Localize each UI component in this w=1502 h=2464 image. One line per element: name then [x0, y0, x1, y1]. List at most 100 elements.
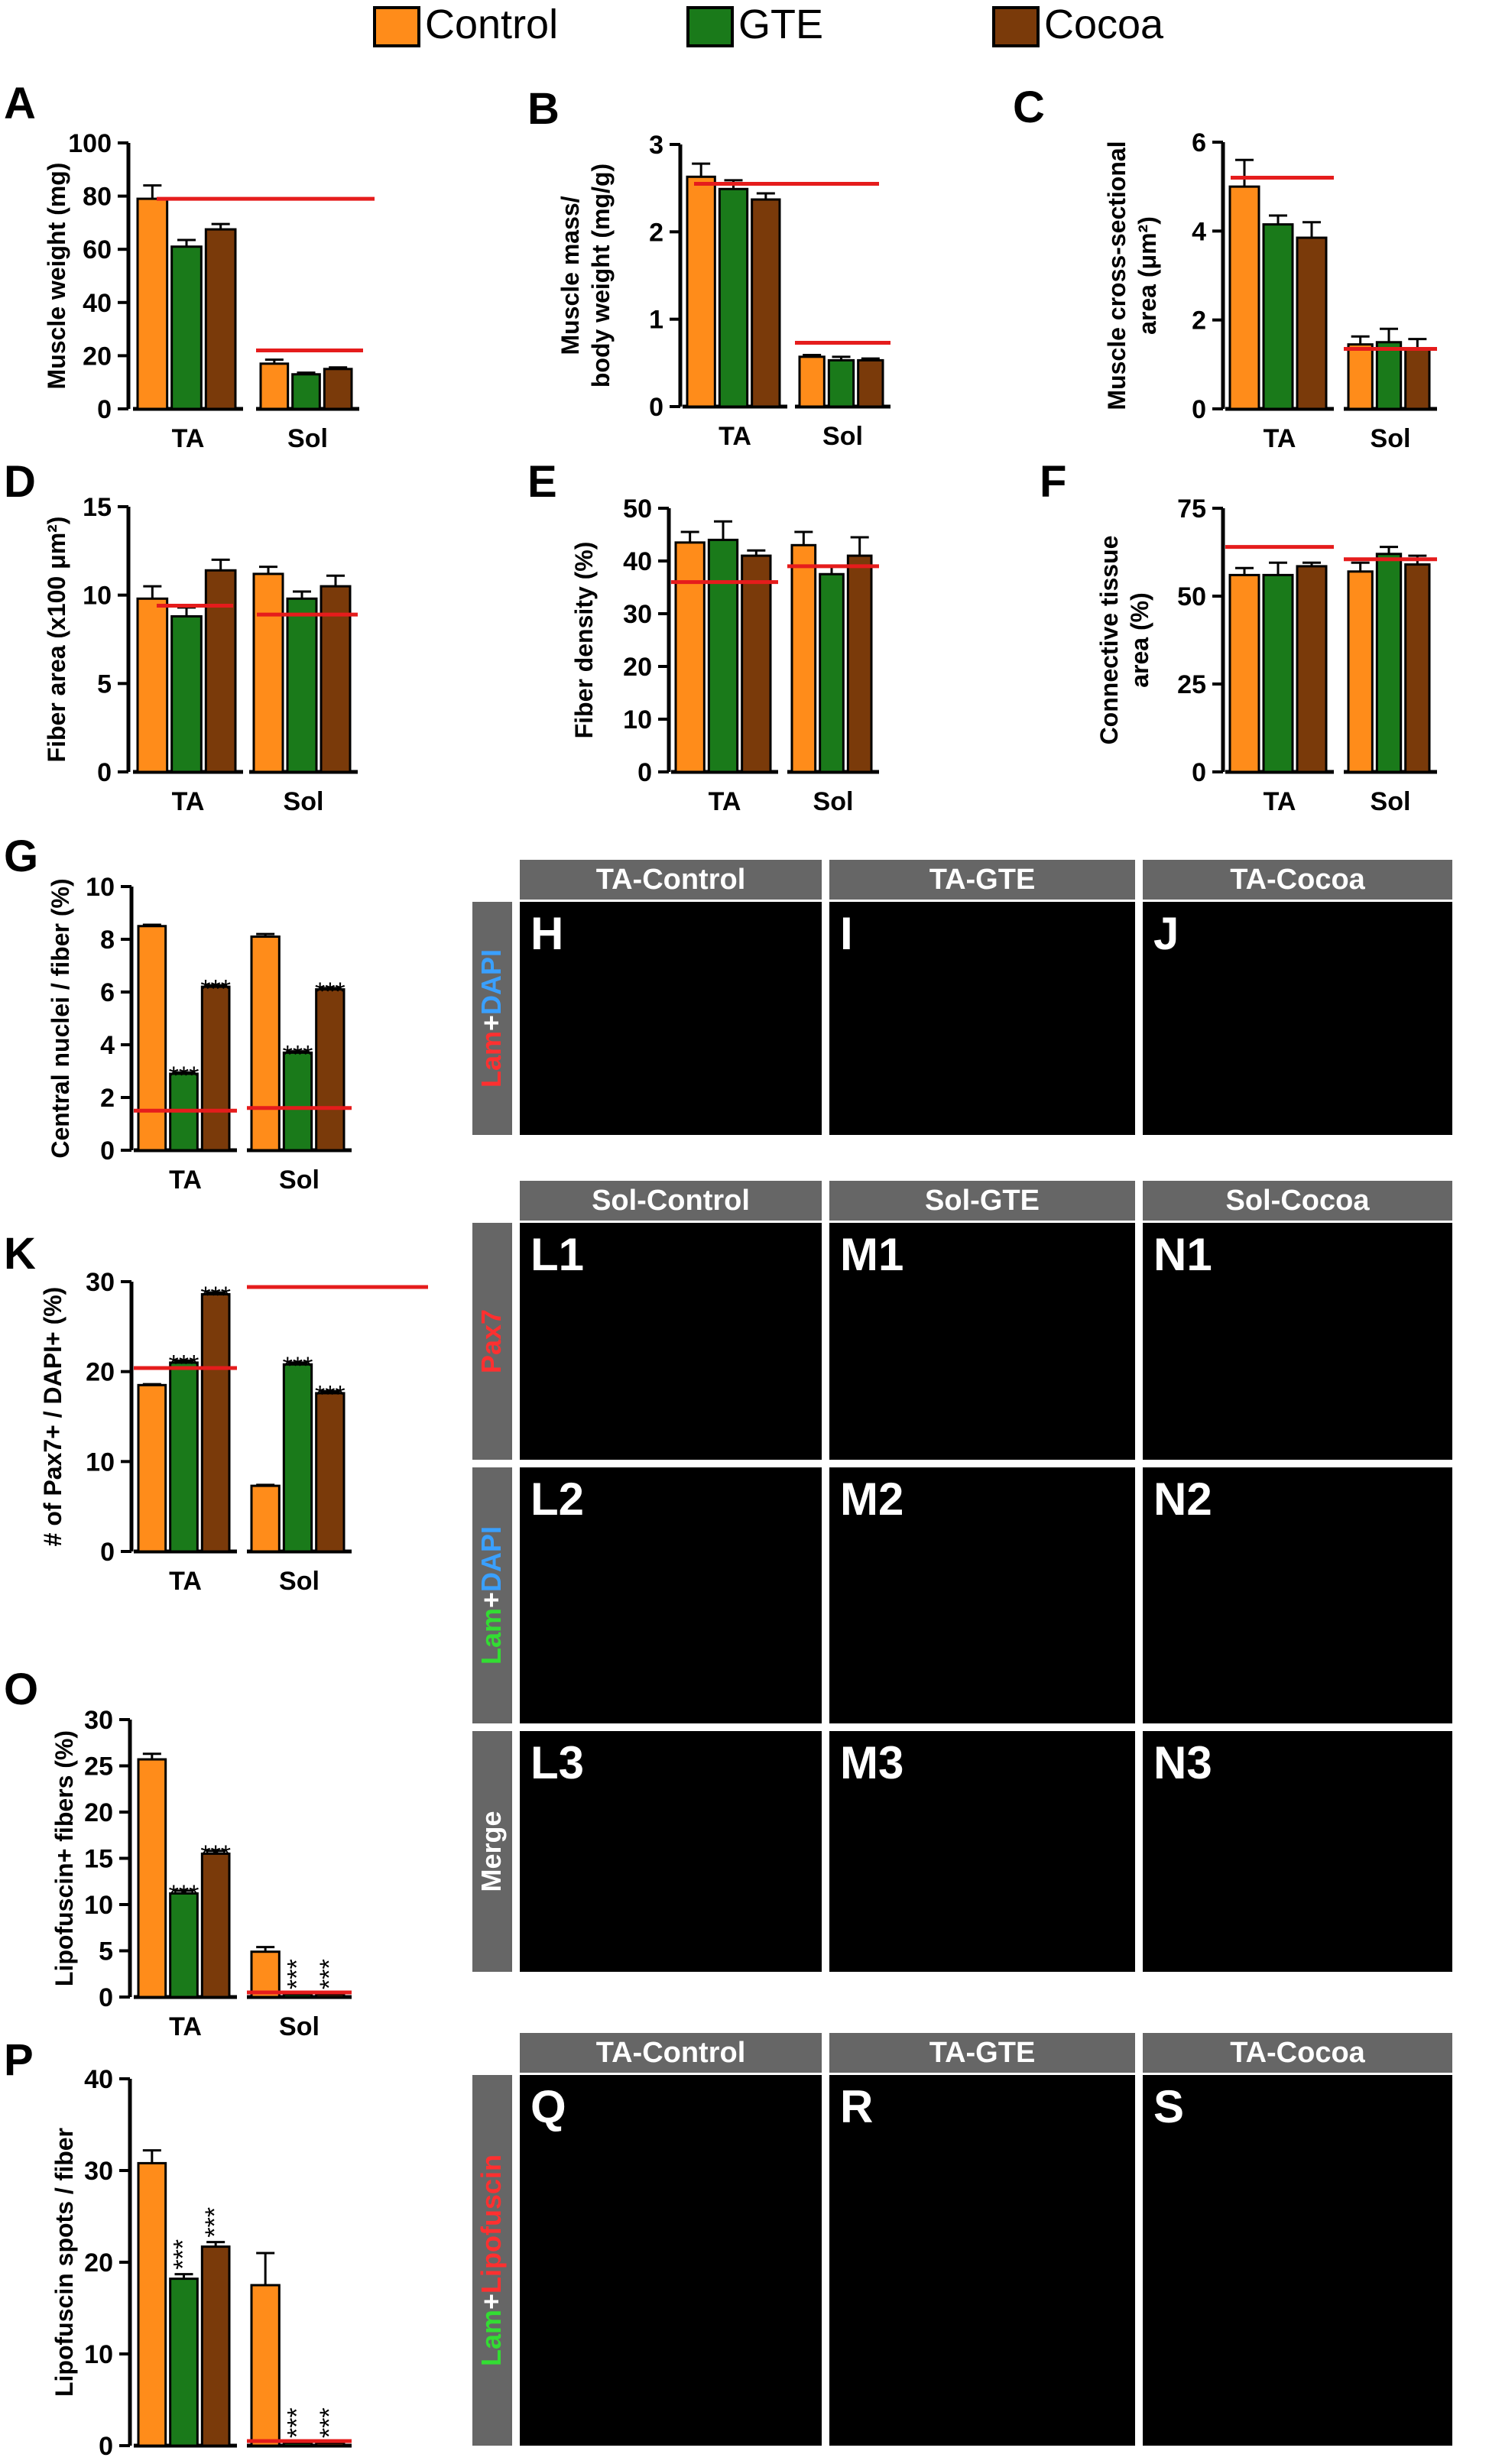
y-tick-label: 0: [100, 1538, 115, 1567]
y-tick-label: 0: [99, 1983, 113, 2012]
panel-label: P: [4, 2035, 34, 2085]
row-header-part: Lipofuscin: [475, 2154, 507, 2294]
bar-ta-cocoa: [1296, 565, 1328, 773]
column-header: [1143, 1181, 1452, 1221]
column-header-label: TA-Cocoa: [1230, 2037, 1365, 2069]
legend-swatch: [686, 6, 734, 47]
y-axis-label: Muscle weight (mg): [43, 163, 70, 390]
y-axis-label: Fiber area (x100 μm²): [43, 517, 70, 763]
micrograph-panel-label: H: [530, 908, 563, 959]
column-header-label: TA-Control: [596, 2037, 746, 2069]
bar-sol-cocoa: [320, 585, 352, 773]
bar-sol-gte: [819, 572, 845, 773]
x-tick-label: Sol: [279, 1567, 320, 1596]
chart-D: D 0 5 10 15 Fiber area (x100 μm²) TA Sol: [4, 457, 358, 816]
bar-sol-cocoa: [846, 554, 873, 773]
column-header: [1143, 2033, 1452, 2073]
y-axis-label-line: Fiber density (%): [570, 542, 598, 739]
y-tick-label: 10: [623, 705, 652, 734]
x-tick-label: Sol: [813, 787, 854, 816]
x-tick-label: Sol: [279, 2461, 320, 2464]
column-header: [520, 860, 822, 900]
y-tick-label: 15: [83, 493, 112, 522]
significance-label: ***: [169, 1350, 200, 1380]
micrograph-block-3: TA-Control TA-GTE TA-Cocoa Lam+Lipofuscin Q R…: [472, 2033, 1452, 2446]
y-axis-label: Lipofuscin spots / fiber: [50, 2128, 78, 2397]
y-tick-label: 10: [84, 1891, 113, 1920]
y-tick-label: 10: [83, 582, 112, 611]
y-tick-label: 4: [100, 1031, 115, 1060]
micrograph-image: [520, 1731, 822, 1972]
micrograph-panel-label: N1: [1153, 1229, 1212, 1280]
row-header-part: Pax7: [475, 1309, 507, 1373]
bar-ta-control: [137, 925, 167, 1152]
micrograph-image: [1143, 1467, 1452, 1723]
row-header-part: Lam: [475, 1608, 507, 1665]
y-tick-label: 10: [86, 1448, 115, 1477]
panel-label: C: [1013, 83, 1045, 132]
y-tick-label: 25: [84, 1752, 113, 1782]
y-axis-label-line: Lipofuscin spots / fiber: [50, 2128, 78, 2397]
legend-label: Cocoa: [1044, 2, 1164, 47]
micrograph-panel-label: L3: [530, 1737, 584, 1788]
panel-label: A: [4, 79, 36, 128]
bar-sol-gte: [827, 358, 855, 408]
row-header: [472, 902, 512, 1135]
micrograph-panel-label: M1: [840, 1229, 903, 1280]
row-header-label: Merge: [475, 1811, 507, 1892]
column-header: [520, 2033, 822, 2073]
y-tick-label: 30: [84, 2157, 113, 2186]
bar-sol-control: [250, 1950, 281, 1999]
bar-ta-gte: [169, 2278, 199, 2447]
y-tick-label: 30: [86, 1268, 115, 1297]
row-header-part: Lam: [475, 2310, 507, 2366]
chart-G: G 0 2 4 6 8 10 Central nuclei / fiber (%) *** ***…: [4, 832, 352, 1195]
bar-sol-gte: [282, 1051, 313, 1152]
y-axis-label: Connective tissue area (%): [1095, 536, 1153, 745]
x-tick-label: TA: [172, 424, 205, 453]
column-header: [829, 2033, 1135, 2073]
row-header-label: Lam+DAPI: [475, 1526, 507, 1665]
y-axis-label-line: Connective tissue: [1095, 536, 1123, 745]
significance-label: ***: [200, 1282, 231, 1311]
bar-sol-control: [250, 2284, 281, 2447]
bar-sol-control: [798, 355, 826, 408]
y-tick-label: 50: [623, 494, 652, 524]
bar-sol-cocoa: [1404, 563, 1431, 773]
y-tick-label: 25: [1177, 670, 1206, 699]
y-tick-label: 40: [83, 289, 112, 318]
y-tick-label: 0: [99, 2432, 113, 2461]
micrograph-panel-label: L1: [530, 1229, 584, 1280]
panel-label: D: [4, 457, 36, 507]
panel-label: E: [527, 457, 557, 507]
significance-label: ***: [169, 1062, 200, 1091]
bar-ta-gte: [1262, 573, 1294, 773]
y-tick-label: 6: [1192, 128, 1206, 157]
y-tick-label: 80: [83, 183, 112, 212]
y-tick-label: 20: [86, 1358, 115, 1387]
significance-label: ***: [200, 2207, 229, 2238]
column-header-label: TA-Control: [596, 864, 746, 896]
panel-label: B: [527, 84, 560, 134]
micrograph-image: [829, 1467, 1135, 1723]
bar-ta-control: [137, 1383, 167, 1553]
significance-label: ***: [200, 1840, 231, 1869]
chart-B: B 0 1 2 3 Muscle mass/body weight (mg/g) TA Sol: [527, 84, 890, 451]
column-header: [829, 1181, 1135, 1221]
micrograph-panel-label: R: [840, 2081, 873, 2132]
x-tick-label: TA: [169, 1166, 202, 1195]
y-tick-label: 15: [84, 1845, 113, 1874]
bar-ta-gte: [1262, 223, 1294, 410]
y-axis-label: Central nuclei / fiber (%): [47, 878, 74, 1158]
bar-ta-gte: [170, 245, 203, 410]
bar-ta-cocoa: [200, 2245, 231, 2447]
y-tick-label: 50: [1177, 582, 1206, 611]
column-header-label: Sol-Control: [592, 1185, 750, 1217]
legend-label: Control: [425, 2, 558, 47]
panel-label: K: [4, 1229, 36, 1279]
column-header: [829, 860, 1135, 900]
micrograph-panel-label: L2: [530, 1474, 584, 1525]
bar-sol-gte: [282, 1992, 313, 1999]
y-axis-label-line: Central nuclei / fiber (%): [47, 878, 74, 1158]
